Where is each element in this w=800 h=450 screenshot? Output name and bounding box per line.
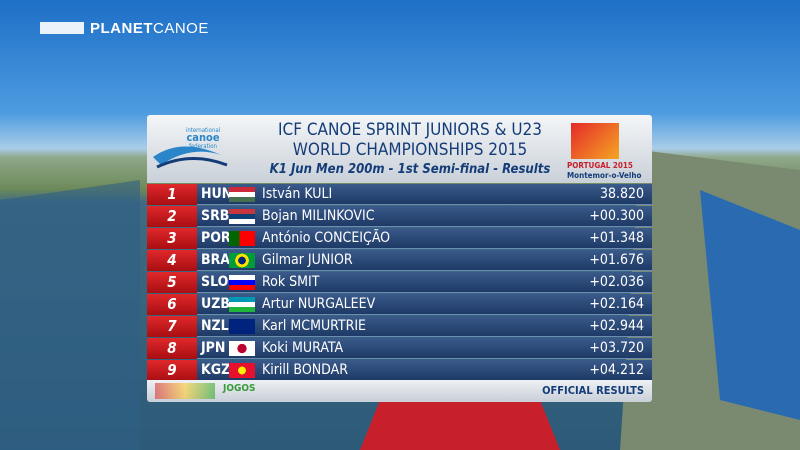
logo-text: federation (189, 143, 217, 150)
rank: 9 (147, 360, 197, 381)
athlete-name: Rok SMIT (262, 274, 320, 290)
flag (229, 319, 255, 334)
footer: JOGOS OFFICIAL RESULTS (147, 380, 652, 402)
country-code: KGZ (201, 362, 231, 378)
rank: 5 (147, 272, 197, 293)
athlete-name: Koki MURATA (262, 340, 344, 356)
time: +03.720 (589, 340, 644, 356)
time: +01.348 (589, 230, 644, 246)
country-code: NZL (201, 318, 229, 334)
result-row: 8 JPN Koki MURATA +03.720 (147, 338, 652, 359)
header: international canoe federation ICF CANOE… (147, 115, 652, 183)
country-code: UZB (201, 296, 230, 312)
rank: 8 (147, 338, 197, 359)
rank: 6 (147, 294, 197, 315)
result-row: 1 HUN István KULI 38.820 (147, 184, 652, 205)
logo-text: canoe (186, 131, 219, 144)
athlete-name: Kirill BONDAR (262, 362, 348, 378)
event-logo: PORTUGAL 2015 Montemor-o-Velho (567, 123, 649, 181)
time: +02.944 (589, 318, 644, 334)
country-code: JPN (201, 340, 226, 356)
icf-logo: international canoe federation (153, 127, 228, 169)
athlete-name: Gilmar JUNIOR (262, 252, 353, 268)
flag (229, 363, 255, 378)
result-row: 3 POR António CONCEIÇÃO +01.348 (147, 228, 652, 249)
flag (229, 341, 255, 356)
athlete-name: Bojan MILINKOVIC (262, 208, 375, 224)
footer-label: OFFICIAL RESULTS (542, 384, 644, 397)
country-code: SLO (201, 274, 229, 290)
country-code: BRA (201, 252, 231, 268)
time: +02.036 (589, 274, 644, 290)
result-row: 5 SLO Rok SMIT +02.036 (147, 272, 652, 293)
flag (229, 209, 255, 224)
rank: 1 (147, 184, 197, 205)
rank: 4 (147, 250, 197, 271)
flag (229, 187, 255, 202)
title: ICF CANOE SPRINT JUNIORS & U23 (278, 120, 542, 140)
rank: 7 (147, 316, 197, 337)
time: 38.820 (599, 186, 644, 202)
result-row: 4 BRA Gilmar JUNIOR +01.676 (147, 250, 652, 271)
time: +04.212 (589, 362, 644, 378)
logo-text: international (186, 127, 220, 134)
athlete-name: António CONCEIÇÃO (262, 230, 391, 246)
logo-text: Montemor-o-Velho (567, 171, 642, 180)
time: +02.164 (589, 296, 644, 312)
rank: 2 (147, 206, 197, 227)
athlete-name: Artur NURGALEEV (262, 296, 376, 312)
brand-logo: PLANETCANOE (90, 20, 209, 37)
result-row: 2 SRB Bojan MILINKOVIC +00.300 (147, 206, 652, 227)
flag (229, 275, 255, 290)
brand-part: CANOE (153, 20, 209, 37)
result-row: 6 UZB Artur NURGALEEV +02.164 (147, 294, 652, 315)
logo-text: PORTUGAL 2015 (567, 161, 633, 170)
brand-part: PLANET (90, 20, 153, 37)
athlete-name: Karl MCMURTRIE (262, 318, 367, 334)
sponsor-logo: JOGOS (223, 383, 256, 394)
time: +00.300 (589, 208, 644, 224)
country-code: SRB (201, 208, 230, 224)
athlete-name: István KULI (262, 186, 333, 202)
result-row: 7 NZL Karl MCMURTRIE +02.944 (147, 316, 652, 337)
title: WORLD CHAMPIONSHIPS 2015 (292, 140, 528, 160)
flag (229, 297, 255, 312)
subtitle: K1 Jun Men 200m - 1st Semi-final - Resul… (269, 162, 551, 177)
country-code: POR (201, 230, 231, 246)
flag (229, 231, 255, 246)
rank: 3 (147, 228, 197, 249)
country-code: HUN (201, 186, 233, 202)
result-row: 9 KGZ Kirill BONDAR +04.212 (147, 360, 652, 381)
results-panel: international canoe federation ICF CANOE… (147, 115, 652, 402)
time: +01.676 (589, 252, 644, 268)
flag (229, 253, 255, 268)
